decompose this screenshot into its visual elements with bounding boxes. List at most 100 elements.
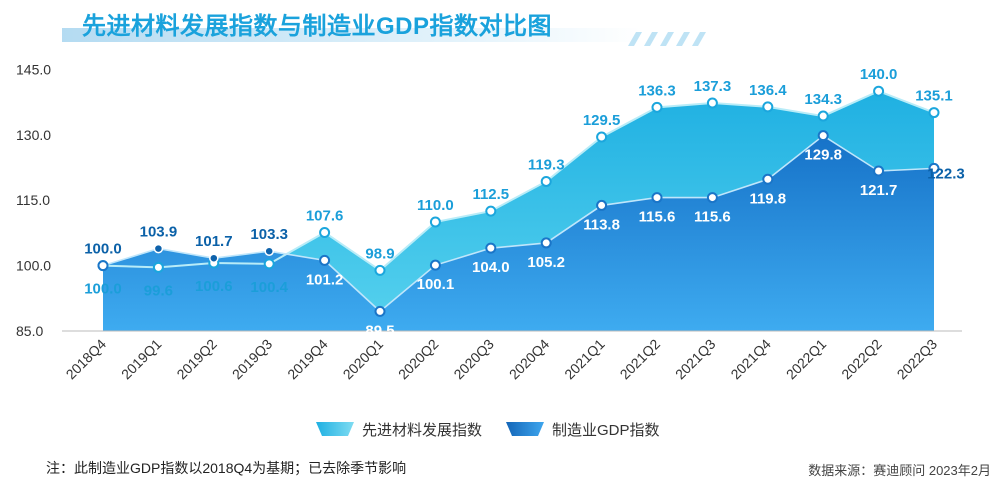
y-tick-label-2: 115.0 bbox=[16, 192, 50, 208]
x-axis: 2018Q4 2019Q1 2019Q2 2019Q3 2019Q4 2020Q1 2020… bbox=[63, 336, 941, 383]
data-label-manufacturing-2020Q1: 89.5 bbox=[365, 322, 394, 339]
point-manufacturing-2021Q4 bbox=[762, 173, 774, 185]
data-label-manufacturing-2022Q1: 129.8 bbox=[804, 147, 842, 164]
legend-label-advanced: 先进材料发展指数 bbox=[362, 422, 482, 439]
x-tick-label-2021Q1: 2021Q1 bbox=[561, 336, 608, 383]
data-label-advanced-2019Q1: 99.6 bbox=[144, 282, 173, 299]
data-label-advanced-2021Q2: 136.3 bbox=[638, 82, 676, 99]
y-axis: 85.0 100.0 115.0 130.0 145.0 bbox=[16, 61, 51, 339]
point-manufacturing-2021Q2 bbox=[651, 192, 663, 204]
point-advanced-2020Q1 bbox=[374, 264, 386, 276]
point-advanced-2021Q4 bbox=[762, 101, 774, 113]
legend-label-manufacturing: 制造业GDP指数 bbox=[552, 422, 660, 439]
x-tick-label-2019Q2: 2019Q2 bbox=[173, 336, 220, 383]
legend-swatch-manufacturing bbox=[506, 422, 544, 436]
data-label-manufacturing-2019Q3: 103.3 bbox=[250, 226, 288, 243]
data-label-advanced-2019Q4: 107.6 bbox=[306, 207, 344, 224]
data-label-manufacturing-2022Q2: 121.7 bbox=[860, 182, 898, 199]
point-advanced-2019Q1 bbox=[152, 261, 164, 273]
point-manufacturing-2018Q4 bbox=[97, 260, 109, 272]
title-highlight-bar bbox=[62, 28, 642, 42]
point-manufacturing-2021Q1 bbox=[596, 199, 608, 211]
point-advanced-2021Q2 bbox=[651, 101, 663, 113]
data-label-advanced-2020Q1: 98.9 bbox=[365, 245, 394, 262]
y-tick-label-4: 145.0 bbox=[16, 61, 51, 77]
x-tick-label-2019Q1: 2019Q1 bbox=[118, 336, 165, 383]
x-tick-label-2020Q1: 2020Q1 bbox=[340, 336, 387, 383]
chart-points bbox=[97, 85, 940, 317]
x-tick-label-2021Q2: 2021Q2 bbox=[617, 336, 664, 383]
chart-area: 85.0 100.0 115.0 130.0 145.0 100.0 100.0 99.6 1… bbox=[16, 61, 965, 439]
data-label-manufacturing-2021Q2: 115.6 bbox=[639, 209, 676, 226]
point-advanced-2021Q1 bbox=[596, 131, 608, 143]
legend-swatch-advanced bbox=[316, 422, 354, 436]
point-advanced-2022Q1 bbox=[817, 110, 829, 122]
x-tick-label-2022Q1: 2022Q1 bbox=[783, 336, 830, 383]
data-label-manufacturing-2020Q4: 105.2 bbox=[527, 254, 565, 271]
data-label-advanced-2018Q4: 100.0 bbox=[84, 281, 122, 298]
y-tick-label-3: 130.0 bbox=[16, 127, 51, 143]
x-tick-label-2019Q3: 2019Q3 bbox=[229, 336, 276, 383]
x-tick-label-2020Q3: 2020Q3 bbox=[450, 336, 497, 383]
data-label-manufacturing-2019Q4: 101.2 bbox=[306, 271, 344, 288]
chart-title: 先进材料发展指数与制造业GDP指数对比图 bbox=[82, 13, 553, 40]
point-manufacturing-2020Q3 bbox=[485, 242, 497, 254]
data-label-advanced-2019Q3: 100.4 bbox=[250, 279, 288, 296]
data-label-manufacturing-2021Q3: 115.6 bbox=[694, 209, 731, 226]
data-label-advanced-2020Q2: 110.0 bbox=[417, 197, 454, 214]
point-manufacturing-2022Q3 bbox=[928, 162, 940, 174]
x-tick-label-2021Q3: 2021Q3 bbox=[672, 336, 719, 383]
data-label-advanced-2022Q3: 135.1 bbox=[915, 88, 953, 105]
x-tick-label-2022Q2: 2022Q2 bbox=[838, 336, 885, 383]
x-tick-label-2022Q3: 2022Q3 bbox=[894, 336, 941, 383]
point-manufacturing-2019Q2 bbox=[209, 253, 219, 263]
data-label-manufacturing-2018Q4: 100.0 bbox=[84, 241, 122, 258]
point-manufacturing-2019Q3 bbox=[264, 246, 274, 256]
line-advanced bbox=[102, 90, 935, 272]
data-label-advanced-2022Q2: 140.0 bbox=[860, 66, 898, 83]
title-block: 先进材料发展指数与制造业GDP指数对比图 bbox=[62, 4, 706, 48]
x-tick-label-2019Q4: 2019Q4 bbox=[284, 336, 331, 383]
point-manufacturing-2022Q2 bbox=[873, 165, 885, 177]
point-manufacturing-2020Q1 bbox=[374, 305, 386, 317]
data-label-advanced-2020Q4: 119.3 bbox=[528, 156, 565, 173]
data-label-advanced-2021Q1: 129.5 bbox=[583, 112, 621, 129]
chart-lines bbox=[102, 90, 935, 313]
legend-item-manufacturing[interactable]: 制造业GDP指数 bbox=[506, 422, 660, 439]
data-label-manufacturing-2021Q1: 113.8 bbox=[583, 216, 620, 233]
chart-areas bbox=[103, 91, 934, 331]
legend-item-advanced[interactable]: 先进材料发展指数 bbox=[316, 422, 482, 439]
point-advanced-2020Q3 bbox=[485, 205, 497, 217]
data-label-manufacturing-2022Q3: 122.3 bbox=[927, 165, 965, 182]
point-manufacturing-2019Q1 bbox=[153, 243, 164, 254]
y-tick-label-0: 85.0 bbox=[16, 323, 43, 339]
point-manufacturing-2019Q4 bbox=[319, 254, 331, 266]
point-manufacturing-2022Q1 bbox=[817, 130, 829, 142]
point-advanced-2019Q3 bbox=[263, 258, 275, 270]
data-label-manufacturing-2020Q2: 100.1 bbox=[417, 276, 455, 293]
x-tick-label-2020Q2: 2020Q2 bbox=[395, 336, 442, 383]
point-manufacturing-2020Q2 bbox=[429, 259, 441, 271]
area-manufacturing bbox=[103, 135, 934, 331]
data-label-manufacturing-2020Q3: 104.0 bbox=[472, 259, 510, 276]
x-tick-label-2020Q4: 2020Q4 bbox=[506, 336, 553, 383]
line-manufacturing bbox=[102, 134, 935, 313]
point-advanced-2021Q3 bbox=[706, 97, 718, 109]
data-label-manufacturing-2019Q1: 103.9 bbox=[140, 224, 178, 241]
x-tick-label-2018Q4: 2018Q4 bbox=[63, 336, 110, 383]
point-manufacturing-2021Q3 bbox=[706, 192, 718, 204]
data-label-advanced-2020Q3: 112.5 bbox=[472, 186, 509, 203]
legend: 先进材料发展指数 制造业GDP指数 bbox=[316, 422, 660, 439]
point-advanced-2020Q4 bbox=[540, 175, 552, 187]
data-label-advanced-2021Q3: 137.3 bbox=[694, 78, 732, 95]
point-advanced-2022Q2 bbox=[873, 85, 885, 97]
data-labels: 100.0 100.0 99.6 103.9 100.6 101.7 100.4 103.3 1… bbox=[84, 66, 965, 339]
y-tick-label-1: 100.0 bbox=[16, 258, 51, 274]
data-source: 数据来源：赛迪顾问 2023年2月 bbox=[808, 463, 991, 478]
point-advanced-2022Q3 bbox=[928, 107, 940, 119]
data-label-manufacturing-2021Q4: 119.8 bbox=[749, 190, 786, 207]
footnote: 注：此制造业GDP指数以2018Q4为基期；已去除季节影响 bbox=[46, 460, 407, 476]
data-label-advanced-2021Q4: 136.4 bbox=[749, 82, 787, 99]
title-stripe-decoration bbox=[628, 32, 706, 46]
data-label-advanced-2022Q1: 134.3 bbox=[804, 91, 842, 108]
